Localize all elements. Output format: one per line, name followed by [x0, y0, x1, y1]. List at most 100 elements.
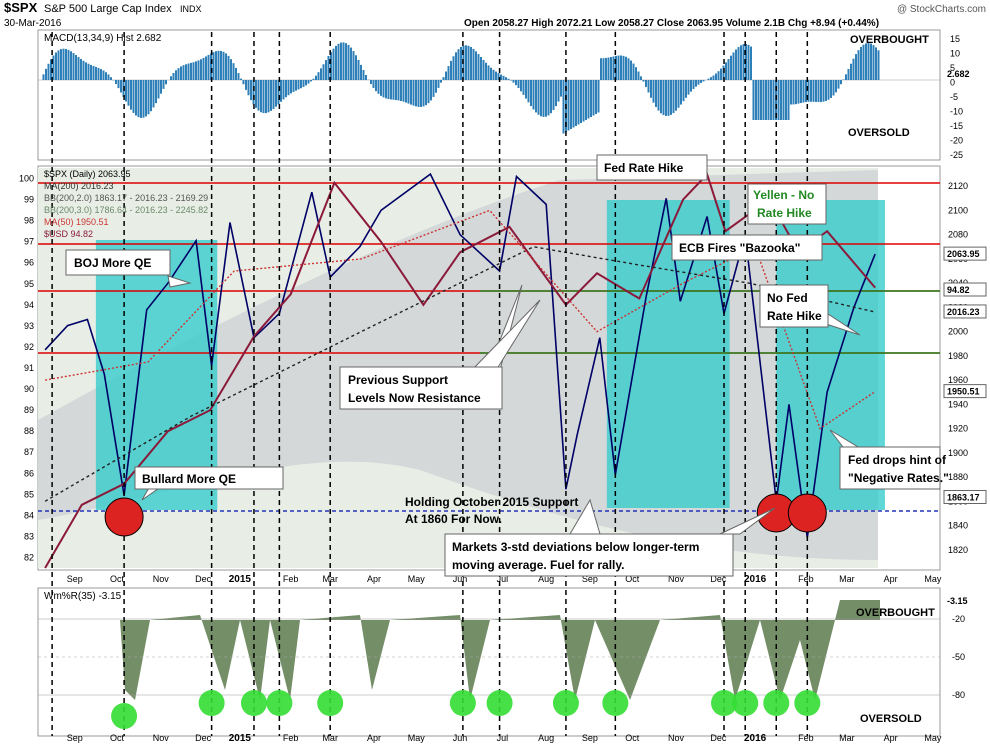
- axes-layer: 15 10 5 0 -5 -10 -15 -20 -25 100 99 98 97 96 95 94 93 92 9…: [19, 34, 987, 744]
- x-label: Aug: [538, 574, 554, 584]
- x-label: Sep: [582, 574, 598, 584]
- fed-hike-label: Fed Rate Hike: [604, 161, 684, 175]
- right-tick: 2000: [948, 327, 968, 337]
- macd-bar: [832, 80, 835, 96]
- macd-current: 2.682: [947, 69, 970, 79]
- macd-bar: [542, 80, 545, 117]
- macd-bar: [377, 80, 380, 94]
- green-marker-2: [240, 690, 267, 716]
- fed-hike-callout: [596, 154, 708, 181]
- boj-callout: [65, 249, 171, 276]
- macd-bar: [607, 57, 610, 80]
- macd-bar: [497, 73, 500, 80]
- green-marker-1: [198, 690, 225, 716]
- macd-bar: [340, 42, 342, 80]
- prev-support-line-2: Levels Now Resistance: [348, 391, 481, 405]
- macd-bar: [597, 80, 600, 113]
- macd-tick: -20: [950, 136, 963, 146]
- macd-bar: [277, 80, 280, 105]
- macd-bar: [310, 80, 312, 82]
- macd-bar: [612, 56, 615, 80]
- macd-bar: [345, 43, 347, 80]
- macd-bar: [382, 80, 385, 98]
- macd-bar: [392, 80, 395, 100]
- legend-spx: $SPX (Daily) 2063.95: [44, 169, 131, 179]
- right-marker-label: 2063.95: [947, 249, 980, 259]
- macd-bar: [410, 80, 412, 105]
- boj-label: BOJ More QE: [74, 256, 151, 270]
- macd-bar: [460, 46, 462, 80]
- macd-bar: [732, 52, 735, 80]
- macd-bar: [437, 80, 440, 88]
- right-marker-label: 1863.17: [947, 492, 980, 502]
- macd-bar: [817, 80, 820, 103]
- marker-circles: [104, 493, 827, 729]
- left-tick: 100: [19, 174, 34, 184]
- x-label: Apr: [367, 574, 381, 584]
- macd-bar: [427, 80, 430, 104]
- macd-bar: [480, 56, 482, 80]
- x-label-bottom: Apr: [367, 733, 381, 743]
- macd-bar: [125, 80, 127, 102]
- macd-bar: [855, 54, 857, 80]
- macd-bar: [502, 75, 505, 80]
- right-tick: 1880: [948, 472, 968, 482]
- macd-bar: [152, 80, 155, 108]
- macd-bar: [550, 80, 552, 114]
- macd-bar: [320, 68, 322, 80]
- date-label: 30-Mar-2016: [4, 18, 62, 29]
- x-label-bottom: Sep: [67, 733, 83, 743]
- holding-line-2: At 1860 For Now.: [405, 512, 502, 526]
- right-tick: 2100: [948, 205, 968, 215]
- series-line-2: [44, 246, 876, 502]
- macd-bar: [160, 80, 162, 94]
- right-tick: 1980: [948, 351, 968, 361]
- left-tick: 96: [24, 258, 34, 268]
- macd-bar: [115, 80, 117, 85]
- macd-bar: [222, 51, 225, 80]
- macd-bar: [110, 77, 112, 80]
- macd-bar: [852, 58, 855, 80]
- macd-bar: [422, 80, 425, 107]
- macd-oversold: OVERSOLD: [848, 127, 910, 139]
- wmr-fill: [40, 600, 880, 700]
- macd-bar: [457, 49, 460, 80]
- macd-bar: [662, 80, 665, 116]
- macd-bar: [415, 80, 417, 107]
- macd-bar: [312, 78, 315, 80]
- macd-bar: [867, 43, 870, 80]
- macd-bar: [225, 53, 227, 80]
- macd-bar: [447, 66, 450, 80]
- macd-bar: [62, 48, 65, 80]
- legend-bb2: BB(200,2.0) 1863.17 - 2016.23 - 2169.29: [44, 193, 208, 203]
- fed-drops-line-2: "Negative Rates.": [848, 471, 949, 485]
- macd-bar: [687, 80, 690, 95]
- macd-bar: [385, 80, 387, 99]
- left-tick: 83: [24, 531, 34, 541]
- macd-bar: [810, 80, 812, 102]
- macd-bar: [407, 80, 410, 104]
- macd-bar: [552, 80, 555, 111]
- x-label-bottom: Nov: [153, 733, 170, 743]
- macd-bar: [600, 58, 602, 80]
- x-label: Feb: [283, 574, 299, 584]
- macd-bar: [500, 74, 502, 80]
- macd-bar: [860, 46, 862, 80]
- macd-bar: [797, 80, 800, 104]
- macd-bar: [735, 49, 737, 80]
- x-label-bottom: Nov: [668, 733, 685, 743]
- x-label: Nov: [668, 574, 685, 584]
- macd-bar: [215, 51, 217, 80]
- macd-bar: [820, 80, 822, 102]
- macd-bar: [87, 63, 90, 80]
- prev-support-callout: [339, 366, 503, 410]
- macd-bar: [107, 74, 110, 80]
- left-tick: 92: [24, 342, 34, 352]
- macd-bar: [792, 80, 795, 105]
- right-marker-label: 2016.23: [947, 307, 980, 317]
- macd-tick: -10: [950, 107, 963, 117]
- ecb-label: ECB Fires "Bazooka": [679, 241, 800, 255]
- macd-bar: [210, 53, 212, 80]
- macd-bar: [650, 80, 652, 98]
- x-label: May: [924, 574, 942, 584]
